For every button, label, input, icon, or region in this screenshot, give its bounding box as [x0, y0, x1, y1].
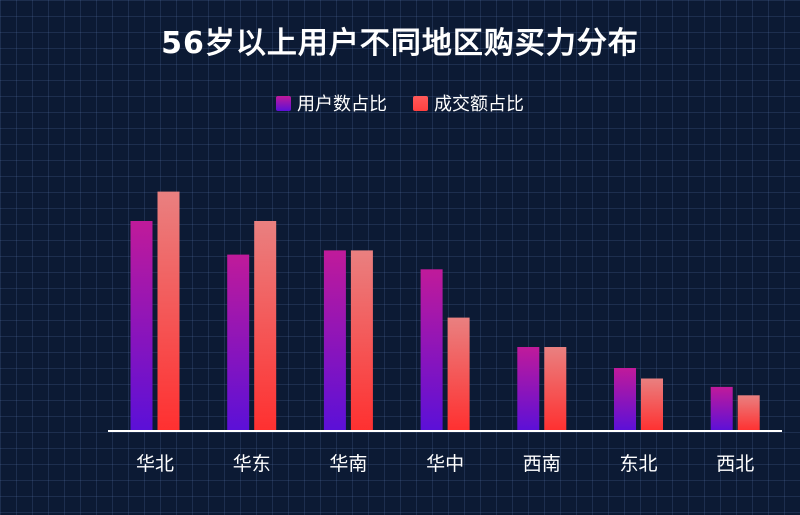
- x-tick-label: 西南: [523, 453, 561, 475]
- bar-transactions-1[interactable]: [157, 191, 180, 431]
- bar-transactions-6[interactable]: [641, 378, 663, 432]
- bar-users-2[interactable]: [227, 254, 250, 431]
- legend-item-users[interactable]: 用户数占比: [276, 90, 387, 116]
- x-tick-label: 华中: [426, 453, 464, 475]
- bar-users-5[interactable]: [517, 347, 540, 431]
- x-tick-label: 东北: [619, 453, 657, 475]
- chart-title: 56岁以上用户不同地区购买力分布: [161, 26, 639, 61]
- legend-label-transactions: 成交额占比: [434, 94, 524, 115]
- legend-swatch-users: [276, 95, 291, 111]
- bars-group: [130, 191, 760, 432]
- x-tick-label: 西北: [716, 453, 754, 475]
- bar-users-4[interactable]: [420, 269, 443, 431]
- bar-transactions-4[interactable]: [447, 317, 470, 431]
- bar-transactions-3[interactable]: [350, 250, 373, 431]
- bar-transactions-5[interactable]: [544, 347, 567, 431]
- bar-users-3[interactable]: [323, 250, 346, 431]
- x-tick-labels: 华北 华东 华南 华中 西南 东北 西北: [136, 453, 754, 475]
- legend-swatch-transactions: [413, 95, 428, 111]
- bar-transactions-2[interactable]: [254, 221, 277, 431]
- x-tick-label: 华南: [329, 453, 367, 475]
- bar-transactions-7[interactable]: [737, 395, 760, 431]
- bar-users-6[interactable]: [614, 368, 636, 431]
- x-tick-label: 华北: [136, 453, 174, 475]
- bar-users-7[interactable]: [710, 386, 733, 431]
- legend-label-users: 用户数占比: [297, 94, 387, 115]
- x-tick-label: 华东: [233, 453, 271, 475]
- bar-users-1[interactable]: [130, 221, 153, 431]
- legend-item-transactions[interactable]: 成交额占比: [413, 90, 524, 116]
- chart-legend: 用户数占比 成交额占比: [0, 90, 800, 116]
